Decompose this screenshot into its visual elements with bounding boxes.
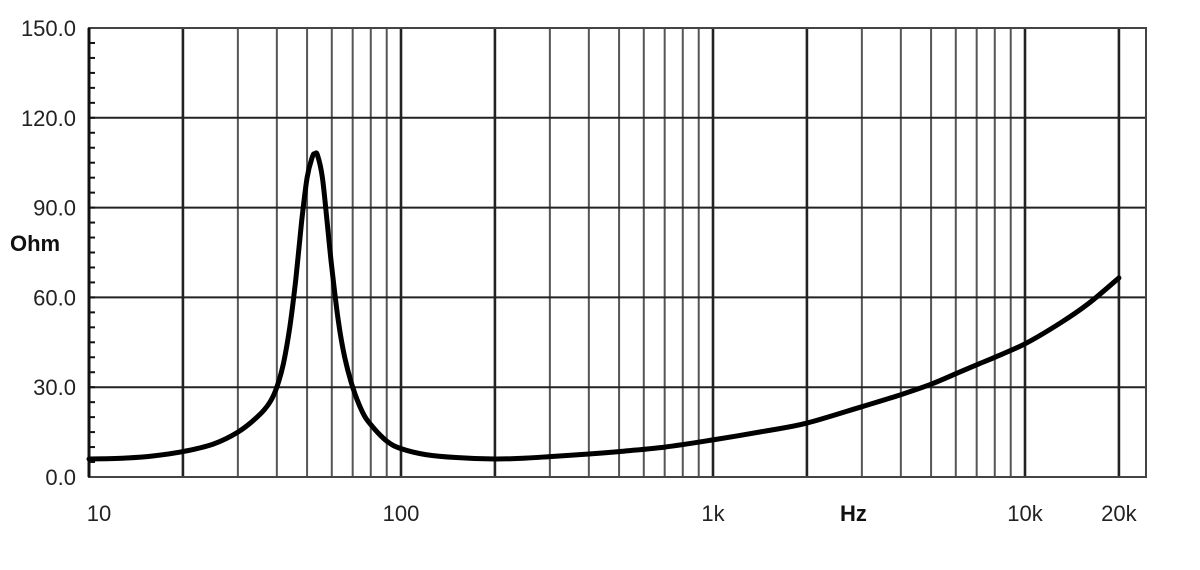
y-tick-label: 120.0: [21, 106, 76, 131]
impedance-curve: [86, 150, 1122, 462]
y-tick-labels: 0.0 30.0 60.0 90.0 120.0 150.0: [21, 16, 76, 490]
x-axis-label: Hz: [840, 501, 867, 526]
y-tick-label: 0.0: [45, 465, 76, 490]
y-tick-label: 60.0: [33, 285, 76, 310]
y-tick-label: 30.0: [33, 375, 76, 400]
x-tick-label: 10k: [1007, 501, 1043, 526]
gridlines: [89, 28, 1146, 477]
y-axis-label: Ohm: [10, 231, 60, 256]
x-tick-label: 20k: [1101, 501, 1137, 526]
y-tick-label: 90.0: [33, 196, 76, 221]
x-tick-label: 1k: [701, 501, 725, 526]
y-tick-label: 150.0: [21, 16, 76, 41]
x-tick-labels: 10 100 1k 10k 20k: [87, 501, 1138, 526]
plot-frame: [88, 27, 1147, 478]
x-tick-label: 100: [383, 501, 420, 526]
x-tick-label: 10: [87, 501, 111, 526]
